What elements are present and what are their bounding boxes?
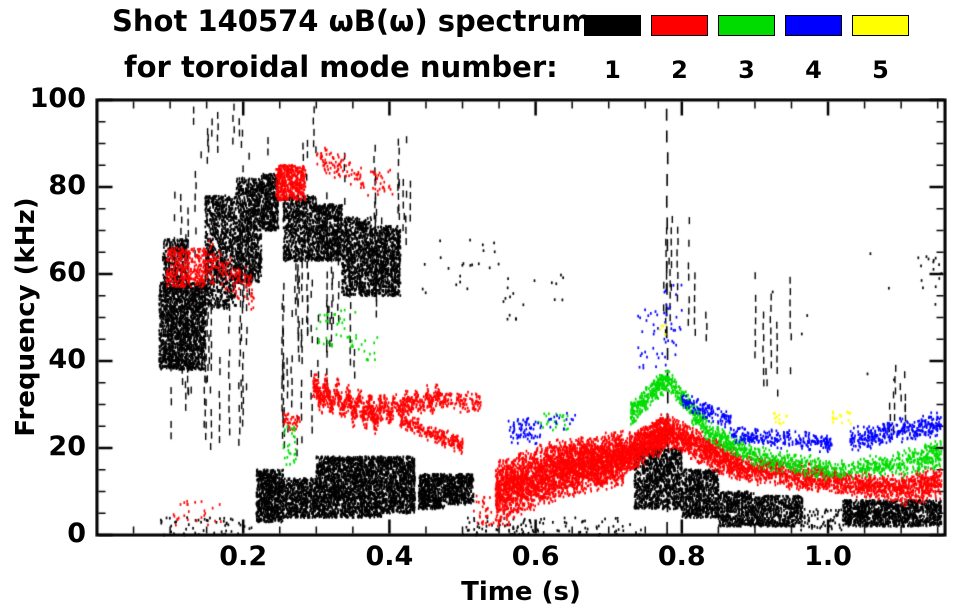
figure-title: Shot 140574 ωB(ω) spectrum: [112, 4, 592, 38]
x-tick-label-0.6: 0.6: [511, 541, 560, 572]
y-tick-label-60: 60: [48, 257, 86, 288]
legend-swatches: [584, 15, 909, 36]
legend-swatch-mode-2: [651, 15, 708, 36]
legend-number-mode-3: 3: [738, 56, 755, 84]
legend-number-mode-4: 4: [805, 56, 822, 84]
x-tick-label-0.4: 0.4: [365, 541, 414, 572]
y-tick-label-40: 40: [48, 344, 86, 375]
y-tick-label-0: 0: [67, 518, 86, 549]
x-tick-label-1.0: 1.0: [804, 541, 852, 572]
legend-number-mode-1: 1: [604, 56, 621, 84]
legend-swatch-mode-4: [785, 15, 842, 36]
legend-swatch-mode-1: [584, 15, 641, 36]
figure-subtitle: for toroidal mode number:: [124, 50, 558, 84]
x-tick-label-0.8: 0.8: [657, 541, 706, 572]
legend-numbers: 1 2 3 4 5: [584, 56, 909, 84]
y-axis-label: Frequency (kHz): [11, 197, 41, 437]
x-axis-label: Time (s): [461, 577, 581, 607]
legend-number-mode-5: 5: [872, 56, 889, 84]
y-tick-label-80: 80: [48, 170, 86, 201]
legend-swatch-mode-5: [852, 15, 909, 36]
x-tick-label-0.2: 0.2: [219, 541, 268, 572]
y-tick-label-20: 20: [48, 431, 86, 462]
y-tick-label-100: 100: [29, 83, 86, 114]
legend-swatch-mode-3: [718, 15, 775, 36]
legend-number-mode-2: 2: [671, 56, 688, 84]
spectrogram-canvas: [95, 98, 947, 537]
